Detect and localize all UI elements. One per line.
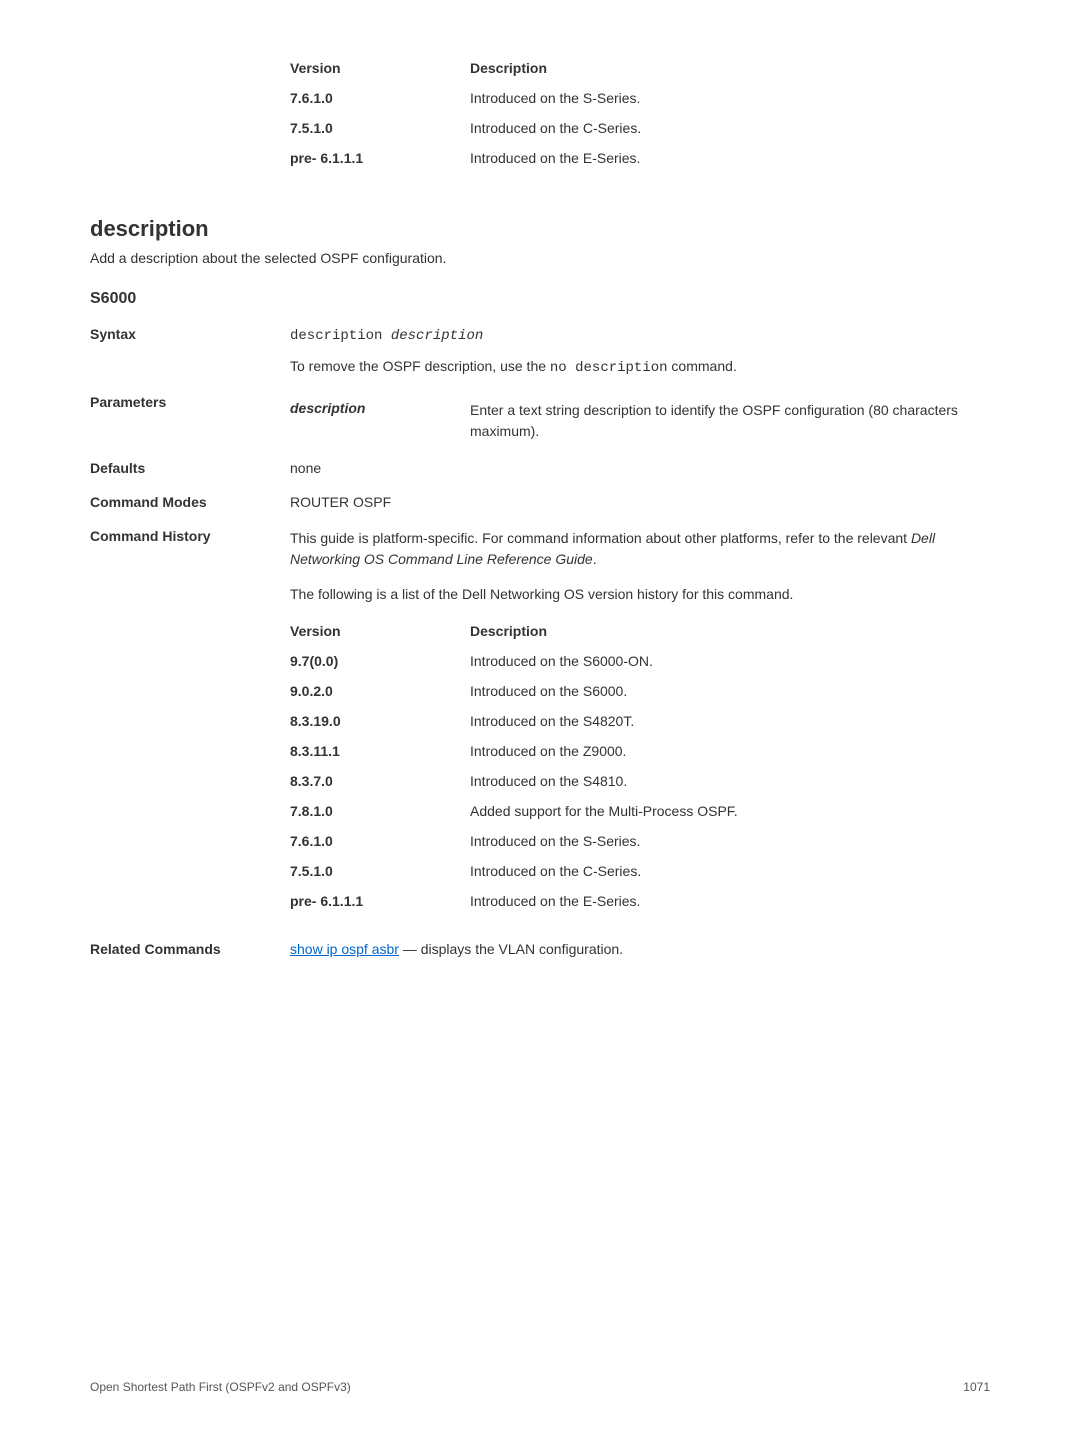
defaults-value: none bbox=[290, 460, 990, 476]
table-row: 9.7(0.0) Introduced on the S6000-ON. bbox=[290, 653, 990, 669]
modes-row: Command Modes ROUTER OSPF bbox=[90, 494, 990, 510]
table-row: 7.6.1.0 Introduced on the S-Series. bbox=[290, 90, 990, 106]
syntax-note: To remove the OSPF description, use the … bbox=[290, 358, 990, 376]
history-table: Version Description 9.7(0.0) Introduced … bbox=[290, 623, 990, 909]
col-header-description: Description bbox=[470, 60, 990, 76]
table-row: pre- 6.1.1.1 Introduced on the E-Series. bbox=[290, 150, 990, 166]
history-row: Command History This guide is platform-s… bbox=[90, 528, 990, 923]
footer-right: 1071 bbox=[963, 1380, 990, 1394]
table-row: 7.5.1.0 Introduced on the C-Series. bbox=[290, 120, 990, 136]
history-p2: The following is a list of the Dell Netw… bbox=[290, 584, 990, 605]
param-name: description bbox=[290, 400, 470, 442]
parameters-row: Parameters description Enter a text stri… bbox=[90, 394, 990, 442]
related-row: Related Commands show ip ospf asbr — dis… bbox=[90, 941, 990, 957]
section-title: description bbox=[90, 216, 990, 242]
model-heading: S6000 bbox=[90, 290, 990, 308]
param-desc: Enter a text string description to ident… bbox=[470, 400, 990, 442]
table-row: 9.0.2.0 Introduced on the S6000. bbox=[290, 683, 990, 699]
table-row: 7.6.1.0 Introduced on the S-Series. bbox=[290, 833, 990, 849]
modes-value: ROUTER OSPF bbox=[290, 494, 990, 510]
col-header-version: Version bbox=[290, 623, 470, 639]
table-row: 8.3.11.1 Introduced on the Z9000. bbox=[290, 743, 990, 759]
syntax-row: Syntax description description To remove… bbox=[90, 326, 990, 376]
parameters-label: Parameters bbox=[90, 394, 290, 410]
table-row: 7.8.1.0 Added support for the Multi-Proc… bbox=[290, 803, 990, 819]
syntax-arg: description bbox=[391, 328, 483, 344]
history-label: Command History bbox=[90, 528, 290, 544]
defaults-label: Defaults bbox=[90, 460, 290, 476]
table-row: 8.3.19.0 Introduced on the S4820T. bbox=[290, 713, 990, 729]
syntax-label: Syntax bbox=[90, 326, 290, 342]
syntax-cmd: description bbox=[290, 328, 391, 344]
table-row: pre- 6.1.1.1 Introduced on the E-Series. bbox=[290, 893, 990, 909]
related-rest: — displays the VLAN configuration. bbox=[399, 941, 623, 957]
defaults-row: Defaults none bbox=[90, 460, 990, 476]
top-version-table: Version Description 7.6.1.0 Introduced o… bbox=[290, 60, 990, 166]
col-header-version: Version bbox=[290, 60, 470, 76]
table-row: 7.5.1.0 Introduced on the C-Series. bbox=[290, 863, 990, 879]
table-row: 8.3.7.0 Introduced on the S4810. bbox=[290, 773, 990, 789]
history-p1: This guide is platform-specific. For com… bbox=[290, 528, 990, 570]
modes-label: Command Modes bbox=[90, 494, 290, 510]
related-link[interactable]: show ip ospf asbr bbox=[290, 941, 399, 957]
footer-left: Open Shortest Path First (OSPFv2 and OSP… bbox=[90, 1380, 351, 1394]
page-footer: Open Shortest Path First (OSPFv2 and OSP… bbox=[90, 1380, 990, 1394]
section-subtitle: Add a description about the selected OSP… bbox=[90, 250, 990, 266]
related-label: Related Commands bbox=[90, 941, 290, 957]
col-header-description: Description bbox=[470, 623, 990, 639]
